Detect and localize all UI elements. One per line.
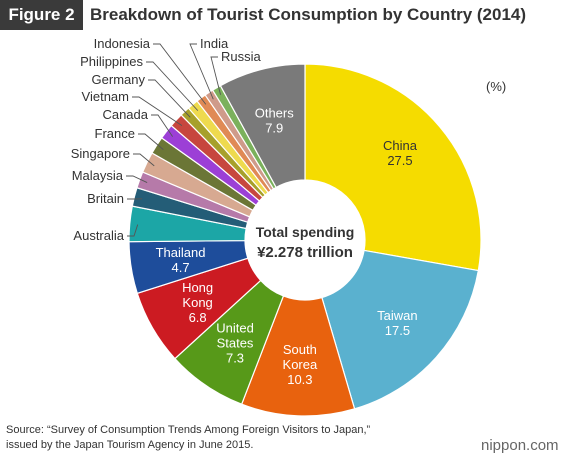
leader-canada: [151, 114, 173, 137]
slice-china: [304, 63, 482, 272]
leader-india: [189, 43, 214, 100]
label-australia: Australia: [73, 228, 124, 243]
label-india: India: [200, 36, 229, 51]
leader-russia: [210, 56, 221, 95]
label-united-states: United States 7.3: [216, 320, 254, 365]
slices: [128, 63, 482, 417]
center-label-value: ¥2.278 trillion: [257, 244, 353, 261]
leader-australia: [127, 224, 139, 237]
leader-malaysia: [126, 175, 148, 183]
leader-lines: [126, 43, 221, 237]
label-malaysia: Malaysia: [72, 168, 124, 183]
brand-logo: nippon.com: [481, 437, 559, 454]
label-britain: Britain: [87, 191, 124, 206]
leader-philippines: [146, 61, 199, 111]
leader-vietnam: [132, 96, 183, 126]
source-line-2: issued by the Japan Tourism Agency in Ju…: [6, 439, 254, 451]
label-singapore: Singapore: [71, 146, 130, 161]
label-vietnam: Vietnam: [82, 89, 129, 104]
label-france: France: [95, 126, 135, 141]
source-note: Source: “Survey of Consumption Trends Am…: [6, 423, 370, 453]
source-line-1: Source: “Survey of Consumption Trends Am…: [6, 424, 371, 436]
slice-taiwan: [321, 249, 480, 410]
label-canada: Canada: [102, 107, 148, 122]
leader-france: [138, 133, 164, 150]
label-indonesia: Indonesia: [94, 36, 151, 51]
label-south-korea: South Korea 10.3: [283, 342, 318, 387]
label-philippines: Philippines: [80, 54, 143, 69]
label-taiwan: Taiwan 17.5: [377, 308, 417, 338]
leader-singapore: [133, 153, 155, 167]
slice-others: [219, 63, 306, 189]
center-label-title: Total spending: [256, 224, 355, 240]
figure-label: Figure 2: [0, 0, 83, 30]
leader-indonesia: [153, 43, 207, 105]
figure-header: Figure 2 Breakdown of Tourist Consumptio…: [0, 0, 584, 30]
chart-title: Breakdown of Tourist Consumption by Coun…: [90, 5, 527, 24]
slice-labels: China 27.5 Taiwan 17.5 South Korea 10.3 United S…: [71, 36, 418, 387]
leader-germany: [148, 79, 191, 118]
label-russia: Russia: [221, 49, 262, 64]
label-china: China 27.5: [383, 138, 418, 168]
label-germany: Germany: [92, 72, 146, 87]
label-thailand: Thailand 4.7: [156, 245, 206, 275]
label-others: Others 7.9: [255, 105, 295, 135]
unit-label: (%): [486, 79, 507, 94]
label-hong-kong: Hong Kong 6.8: [182, 280, 213, 325]
